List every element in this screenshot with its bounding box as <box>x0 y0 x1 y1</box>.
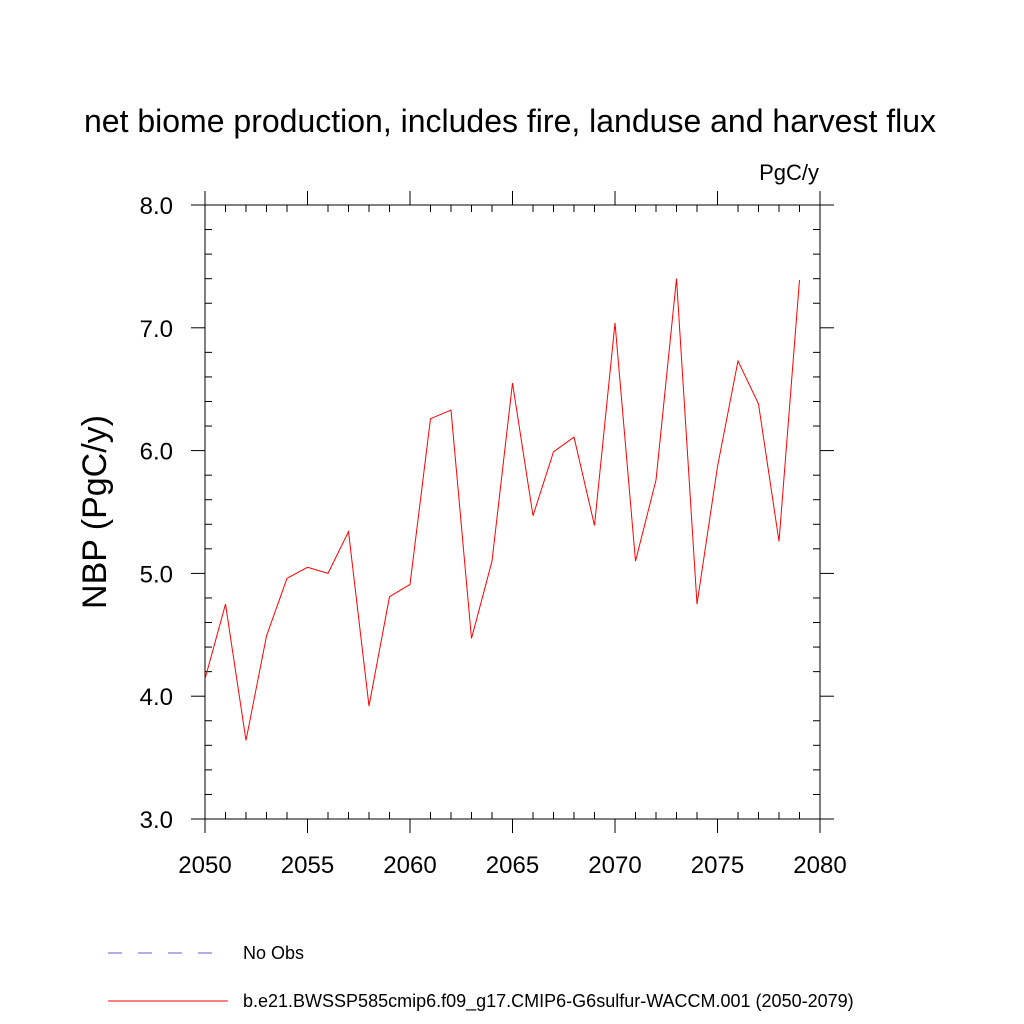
x-tick-label: 2070 <box>588 852 641 879</box>
x-tick-label: 2065 <box>486 852 539 879</box>
x-tick-label: 2050 <box>178 852 231 879</box>
plot-frame <box>204 204 821 820</box>
y-tick-label: 4.0 <box>140 684 173 711</box>
chart-title: net biome production, includes fire, lan… <box>84 103 936 139</box>
legend-label-model-run: b.e21.BWSSP585cmip6.f09_g17.CMIP6-G6sulf… <box>243 991 854 1012</box>
axis-ticks <box>191 191 834 833</box>
y-axis-label: NBP (PgC/y) <box>76 415 114 609</box>
y-tick-label: 8.0 <box>140 193 173 220</box>
x-tick-label: 2080 <box>793 852 846 879</box>
axis-tick-labels: 2050 2055 2060 2065 2070 2075 2080 3.0 4.0 5.0 6.0… <box>140 193 847 879</box>
x-tick-label: 2055 <box>281 852 334 879</box>
legend-label-no-obs: No Obs <box>243 943 304 963</box>
y-tick-label: 7.0 <box>140 316 173 343</box>
y-tick-label: 5.0 <box>140 561 173 588</box>
series-group <box>204 278 800 741</box>
x-tick-label: 2060 <box>383 852 436 879</box>
y-tick-label: 6.0 <box>140 439 173 466</box>
y-tick-label: 3.0 <box>140 807 173 834</box>
units-label: PgC/y <box>759 160 819 185</box>
series-line-0 <box>204 278 800 741</box>
x-tick-label: 2075 <box>691 852 744 879</box>
legend: No Obs b.e21.BWSSP585cmip6.f09_g17.CMIP6… <box>108 943 854 1012</box>
